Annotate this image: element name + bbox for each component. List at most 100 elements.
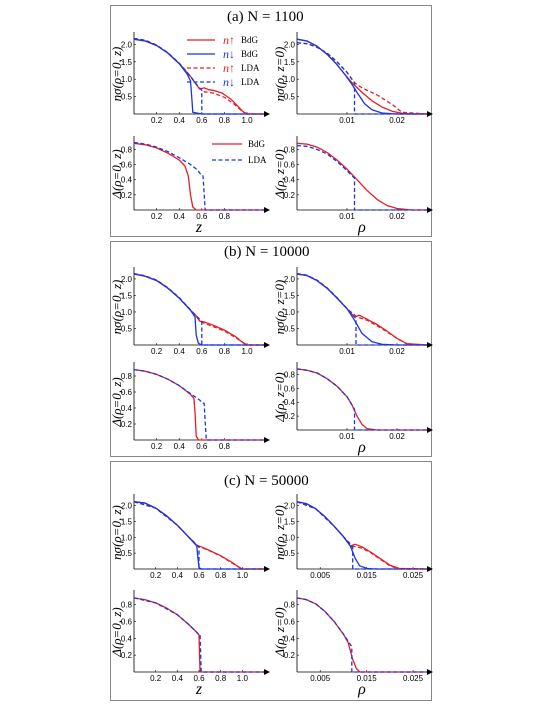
series-line-up-solid	[296, 273, 428, 346]
series-line-up-dashed	[296, 272, 428, 346]
series-line-up-dashed	[296, 501, 427, 570]
x-tick-label: 0.4	[172, 571, 184, 580]
x-tick-label: 0.2	[151, 212, 163, 221]
x-tick-label: 0.4	[174, 442, 186, 451]
chart-a-gap-z: Δ(ρ=0, z)0.2 0.4 0.6 0.80.20.40.60.8z	[109, 136, 270, 236]
y-axis-label: Δ(ρ=0, z)	[109, 607, 124, 657]
y-tick-label: 0.6	[121, 617, 133, 626]
series-line-down-dashed	[296, 144, 427, 211]
x-tick-label: 0.2	[150, 674, 162, 683]
y-axis-label: nσ(ρ, z=0)	[272, 505, 287, 560]
x-tick-label: 0.025	[403, 674, 424, 683]
x-tick-label: 0.025	[403, 571, 424, 580]
y-tick-label: 0.8	[284, 145, 296, 154]
x-tick-label: 0.005	[310, 571, 331, 580]
x-tick-label: 0.4	[174, 212, 186, 221]
y-tick-label: 1.0	[284, 75, 296, 84]
chart-b-density-z: nσ(ρ=0, z) 0.2 0.4 0.6 0.8 1.0 0.5 1.0 1.5 2.0	[109, 267, 270, 356]
y-axis-label: Δ(ρ, z=0)	[272, 149, 287, 199]
chart-b-density-rho: nσ(ρ, z=0) 0.01 0.02 0.5 1.0 1.5 2.0	[272, 267, 433, 356]
series-line-up-solid	[296, 368, 427, 431]
y-tick-label: 2.0	[121, 502, 133, 511]
y-tick-label: 0.5	[121, 93, 133, 102]
y-tick-label: 2.0	[284, 40, 296, 49]
y-tick-label: 0.6	[121, 388, 133, 397]
y-tick-label: 0.6	[121, 161, 133, 170]
series-line-down-solid	[133, 273, 264, 346]
chart-a-gap-rho: Δ(ρ, z=0) 0.01 0.02 0.2 0.4 0.6 0.8 ρ	[272, 136, 433, 236]
panel-title-c: (c) N = 50000	[224, 473, 309, 489]
x-axis-arrow	[427, 207, 433, 213]
series-line-down-dashed	[133, 37, 264, 115]
legend-label: BdG	[241, 35, 259, 45]
x-axis-arrow	[264, 342, 270, 348]
legend-label: LDA	[241, 77, 260, 87]
chart-c-gap-rho: Δ(ρ, z=0) 0.005 0.015 0.025 0.2 0.4 0.6 0.8 ρ	[272, 590, 433, 698]
series-line-up-solid	[133, 273, 264, 346]
y-tick-label: 1.5	[121, 517, 133, 526]
x-axis-arrow	[427, 669, 433, 675]
legend-symbol: n↓	[223, 47, 235, 61]
x-tick-label: 0.015	[357, 674, 378, 683]
y-tick-label: 0.5	[284, 93, 296, 102]
legend-symbol: n↓	[223, 75, 235, 89]
series-line-down-dashed	[296, 42, 427, 115]
y-tick-label: 0.8	[284, 370, 296, 379]
x-tick-label: 1.0	[241, 347, 253, 356]
series-line-down-dashed	[133, 272, 264, 346]
x-tick-label: 0.8	[215, 674, 227, 683]
x-axis-label: z	[195, 219, 203, 236]
y-tick-label: 0.5	[121, 549, 133, 558]
legend-label: LDA	[241, 63, 260, 73]
y-tick-label: 0.2	[284, 191, 296, 200]
series-line-down-dashed	[296, 597, 427, 673]
panel-b	[110, 241, 432, 457]
x-tick-label: 0.4	[174, 347, 186, 356]
panel-c	[110, 461, 432, 701]
x-tick-label: 0.01	[339, 432, 355, 441]
y-tick-label: 1.0	[284, 533, 296, 542]
y-tick-label: 0.2	[121, 420, 133, 429]
y-tick-label: 0.2	[284, 412, 296, 421]
x-tick-label: 0.8	[215, 571, 227, 580]
series-line-down-dashed	[133, 141, 264, 211]
series-line-up-solid	[133, 368, 264, 441]
chart-a-density-rho: nσ(ρ, z=0) 0.01 0.02 0.5 1.0 1.5 2.0	[272, 32, 433, 125]
x-axis-arrow	[427, 342, 433, 348]
legend-density: n↑ BdG n↓ BdG n↑ LDA n↓ LDA	[187, 33, 260, 89]
panel-a	[110, 5, 432, 237]
legend-gap: BdG LDA	[212, 139, 267, 165]
chart-a-density-z: nσ(ρ=0, z) 0.2 0.4 0.6 0.8 1.0 0.5 1.0 1.5 2.0	[109, 32, 270, 125]
y-axis-label: Δ(ρ=0, z)	[109, 377, 124, 427]
series-line-down-dashed	[133, 501, 264, 570]
x-tick-label: 0.6	[193, 674, 205, 683]
x-tick-label: 0.01	[339, 347, 355, 356]
series-line-down-dashed	[133, 597, 264, 673]
legend-label: BdG	[241, 49, 259, 59]
y-axis-label: nσ(ρ, z=0)	[272, 280, 287, 335]
y-tick-label: 0.8	[284, 601, 296, 610]
x-tick-label: 0.02	[389, 116, 405, 125]
x-axis-arrow	[264, 669, 270, 675]
y-tick-label: 1.0	[121, 308, 133, 317]
y-tick-label: 1.5	[284, 58, 296, 67]
x-tick-label: 0.8	[219, 116, 231, 125]
y-tick-label: 2.0	[284, 275, 296, 284]
y-tick-label: 1.5	[284, 291, 296, 300]
x-tick-label: 0.2	[150, 571, 162, 580]
series-line-up-dashed	[133, 272, 264, 346]
y-tick-label: 2.0	[121, 40, 133, 49]
x-axis-label: ρ	[357, 439, 366, 456]
chart-b-gap-rho: Δ(ρ, z=0) 0.01 0.02 0.2 0.4 0.6 0.8 ρ	[272, 362, 433, 456]
y-tick-label: 0.5	[284, 324, 296, 333]
x-axis-arrow	[427, 427, 433, 433]
x-tick-label: 0.2	[151, 347, 163, 356]
y-axis-label: Δ(ρ, z=0)	[272, 607, 287, 657]
y-tick-label: 0.6	[284, 161, 296, 170]
x-tick-label: 0.6	[193, 571, 205, 580]
x-tick-label: 0.02	[389, 212, 405, 221]
legend-label: BdG	[248, 139, 266, 149]
y-tick-label: 0.4	[121, 404, 133, 413]
x-tick-label: 0.2	[151, 442, 163, 451]
x-tick-label: 1.0	[241, 116, 253, 125]
